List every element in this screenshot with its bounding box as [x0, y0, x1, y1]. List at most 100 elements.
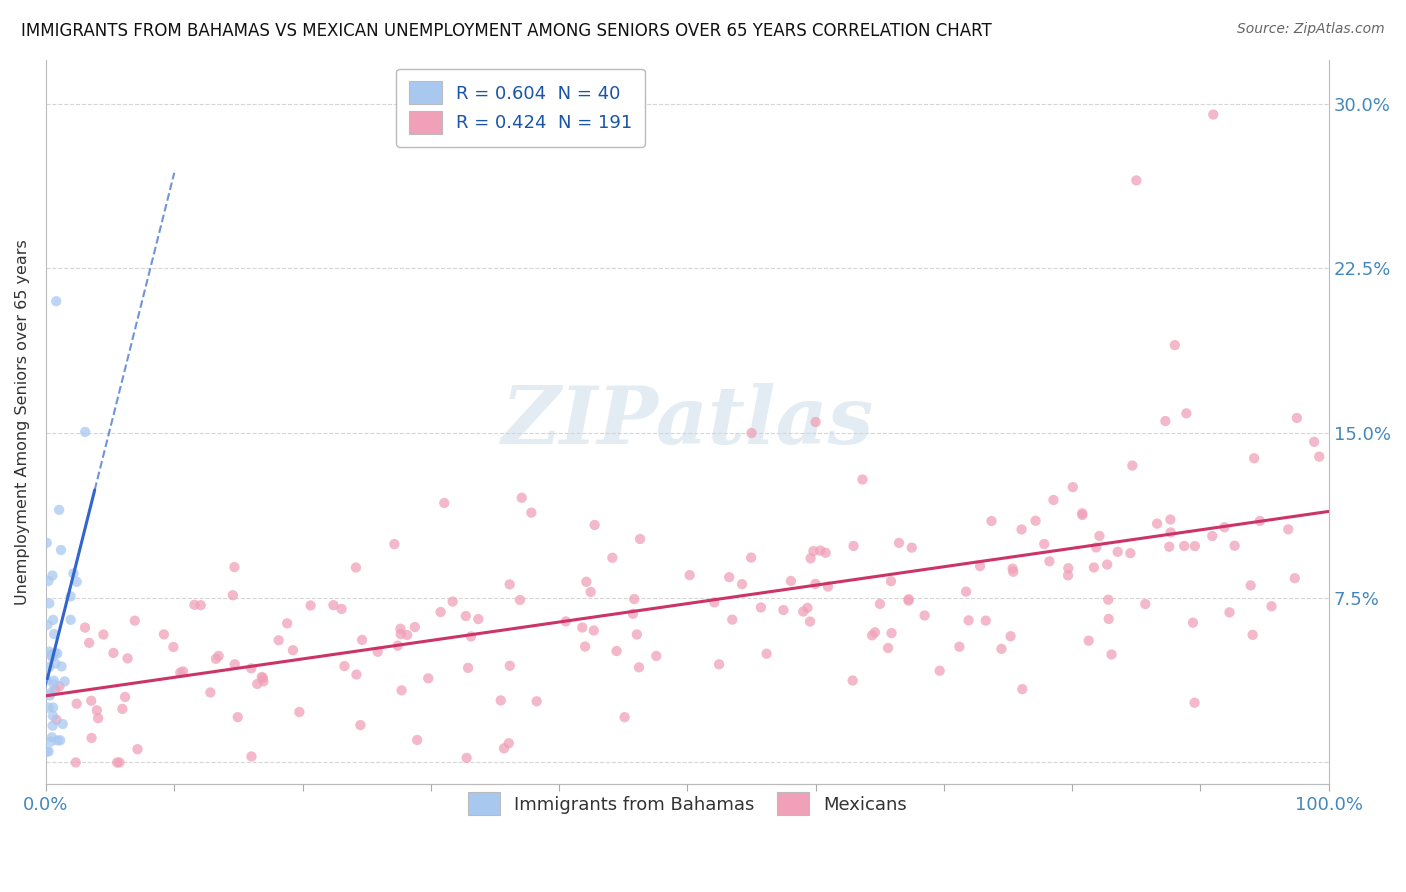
Point — [1107, 545, 1129, 559]
Point — [276, 616, 298, 631]
Point — [1101, 648, 1123, 662]
Point — [980, 514, 1002, 528]
Point — [49, 733, 72, 747]
Point — [1223, 539, 1246, 553]
Point — [1184, 696, 1206, 710]
Point — [613, 710, 636, 724]
Point — [73, 621, 96, 635]
Point — [602, 550, 624, 565]
Point — [460, 629, 482, 643]
Point — [382, 537, 405, 551]
Point — [606, 644, 628, 658]
Point — [252, 674, 274, 689]
Point — [1002, 565, 1025, 579]
Point — [721, 613, 744, 627]
Point — [75, 425, 97, 439]
Point — [749, 600, 772, 615]
Point — [267, 633, 290, 648]
Point — [740, 550, 762, 565]
Point — [41, 719, 63, 733]
Point — [554, 615, 576, 629]
Point — [80, 694, 103, 708]
Point — [46, 647, 69, 661]
Point — [841, 673, 863, 688]
Point — [65, 756, 87, 770]
Point — [1175, 406, 1198, 420]
Point — [124, 614, 146, 628]
Point — [526, 694, 548, 708]
Point — [42, 708, 65, 723]
Point — [1160, 525, 1182, 540]
Point — [1154, 414, 1177, 428]
Point — [808, 543, 831, 558]
Point — [240, 749, 263, 764]
Point — [389, 622, 412, 636]
Point — [1098, 612, 1121, 626]
Point — [226, 710, 249, 724]
Point — [48, 503, 70, 517]
Legend: Immigrants from Bahamas, Mexicans: Immigrants from Bahamas, Mexicans — [457, 781, 918, 826]
Point — [103, 646, 125, 660]
Point — [1097, 592, 1119, 607]
Point — [1011, 682, 1033, 697]
Point — [498, 736, 520, 750]
Point — [205, 652, 228, 666]
Point — [575, 574, 598, 589]
Point — [804, 415, 827, 429]
Point — [38, 660, 60, 674]
Point — [246, 677, 269, 691]
Point — [796, 600, 818, 615]
Point — [35, 673, 58, 687]
Point — [169, 665, 191, 680]
Point — [1121, 458, 1143, 473]
Point — [1218, 605, 1240, 619]
Point — [66, 697, 89, 711]
Point — [1025, 514, 1047, 528]
Point — [41, 650, 63, 665]
Point — [1181, 615, 1204, 630]
Point — [582, 624, 605, 638]
Point — [842, 539, 865, 553]
Point — [1038, 554, 1060, 568]
Point — [41, 731, 63, 745]
Point — [59, 590, 82, 604]
Point — [583, 518, 606, 533]
Point — [46, 733, 69, 747]
Point — [1202, 107, 1225, 121]
Point — [863, 625, 886, 640]
Point — [914, 608, 936, 623]
Point — [117, 651, 139, 665]
Point — [869, 597, 891, 611]
Point — [429, 605, 451, 619]
Point — [387, 639, 409, 653]
Point — [1125, 173, 1147, 187]
Point — [1042, 493, 1064, 508]
Point — [621, 607, 644, 621]
Point — [990, 641, 1012, 656]
Point — [741, 425, 763, 440]
Point — [492, 741, 515, 756]
Point — [467, 612, 489, 626]
Point — [44, 657, 66, 671]
Point — [510, 491, 533, 505]
Point — [1308, 450, 1330, 464]
Point — [877, 640, 900, 655]
Point — [1146, 516, 1168, 531]
Point — [42, 673, 65, 688]
Point — [59, 613, 82, 627]
Point — [579, 585, 602, 599]
Point — [66, 574, 89, 589]
Point — [207, 648, 229, 663]
Point — [77, 636, 100, 650]
Point — [626, 627, 648, 641]
Point — [574, 640, 596, 654]
Point — [803, 544, 825, 558]
Point — [391, 683, 413, 698]
Point — [52, 717, 75, 731]
Point — [350, 632, 373, 647]
Point — [772, 603, 794, 617]
Point — [404, 620, 426, 634]
Point — [628, 532, 651, 546]
Point — [48, 679, 70, 693]
Point — [37, 700, 59, 714]
